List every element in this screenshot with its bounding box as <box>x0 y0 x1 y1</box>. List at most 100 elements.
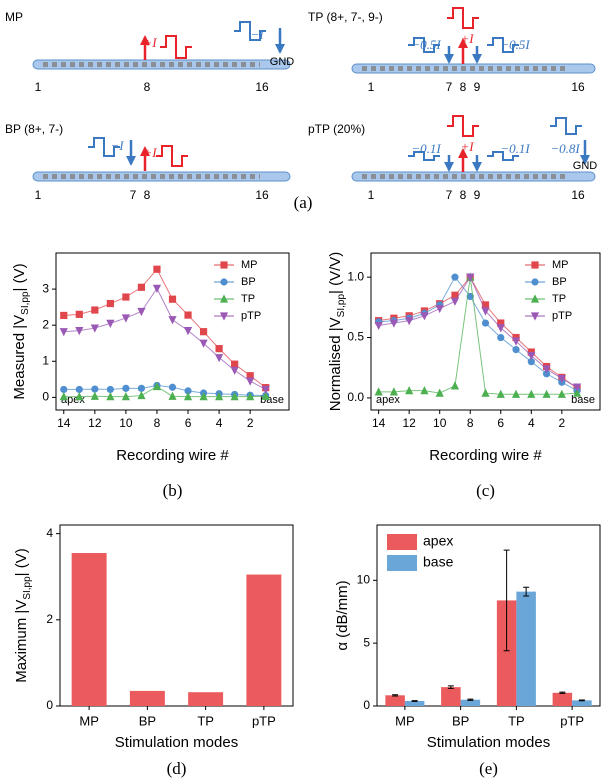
electrode-number: 16 <box>255 80 269 94</box>
marker <box>557 375 566 384</box>
marker <box>512 346 520 354</box>
marker <box>90 324 99 333</box>
marker <box>199 392 208 401</box>
ground-label: GND <box>573 160 598 172</box>
series-line <box>378 277 578 395</box>
x-tick-label: 6 <box>185 416 192 430</box>
y-axis-label-part: SI,pp <box>20 291 31 315</box>
marker <box>261 385 270 395</box>
marker <box>527 348 535 356</box>
annotation: apex <box>376 394 400 406</box>
marker <box>420 312 429 321</box>
current-label: +I <box>460 139 474 154</box>
marker <box>121 314 130 323</box>
bar <box>188 692 224 706</box>
current-waveform <box>408 151 440 161</box>
marker <box>60 311 68 320</box>
x-axis-label: Recording wire # <box>116 447 229 464</box>
marker <box>137 307 146 317</box>
marker <box>75 392 84 401</box>
y-axis-label-part: Maximum |V <box>13 600 30 683</box>
marker <box>481 319 490 327</box>
caption: (c) <box>476 481 495 500</box>
marker <box>106 392 115 401</box>
legend-label: base <box>423 554 454 570</box>
marker <box>466 273 475 282</box>
marker <box>246 377 255 386</box>
current-waveform <box>550 117 582 135</box>
electrode-number: 7 <box>130 188 137 202</box>
marker <box>466 292 474 301</box>
marker <box>374 321 383 331</box>
error-bar <box>503 549 510 652</box>
marker <box>75 385 83 394</box>
marker <box>374 387 383 396</box>
marker <box>199 328 208 336</box>
current-waveform <box>408 37 440 53</box>
marker <box>184 311 192 319</box>
bar <box>129 690 165 706</box>
marker <box>137 390 146 400</box>
marker <box>121 392 130 401</box>
marker <box>183 326 193 336</box>
bar <box>385 695 405 706</box>
y-tick-label: 1 <box>42 353 49 367</box>
panel-title: TP (8+, 7-, 9-) <box>308 10 383 24</box>
y-axis-label-part: SI,pp <box>22 576 33 600</box>
legend-label: apex <box>423 533 453 549</box>
marker <box>231 360 239 368</box>
marker <box>168 391 177 400</box>
electrode-number: 9 <box>474 80 481 94</box>
marker <box>137 283 146 291</box>
y-tick-label: 3 <box>42 281 49 295</box>
x-axis-label: Stimulation modes <box>427 734 550 751</box>
x-tick-label: MP <box>395 713 415 728</box>
marker <box>246 392 255 401</box>
y-axis-label: Normalised |VSI,pp| (V/V) <box>327 252 347 412</box>
panel-title: pTP (20%) <box>308 122 365 136</box>
bar <box>460 699 481 706</box>
marker <box>106 319 115 328</box>
current-label: −0.8I <box>550 141 580 156</box>
x-tick-label: 14 <box>57 416 71 430</box>
marker <box>122 293 130 301</box>
x-tick-label: 4 <box>528 416 535 430</box>
marker <box>527 352 536 361</box>
x-tick-label: pTP <box>252 713 276 728</box>
marker <box>261 391 270 400</box>
marker <box>220 261 228 269</box>
y-tick-label: 2 <box>42 317 49 331</box>
y-axis-label: α (dB/mm) <box>334 580 351 650</box>
electrode-number: 8 <box>460 188 467 202</box>
ground-label: GND <box>270 56 295 68</box>
electrode-number: 8 <box>460 80 467 94</box>
current-waveform <box>447 7 479 29</box>
legend-label: TP <box>552 293 566 305</box>
marker <box>451 273 459 281</box>
legend-label: pTP <box>552 310 572 322</box>
x-tick-label: 12 <box>88 416 102 430</box>
marker <box>215 392 224 401</box>
marker <box>542 370 551 378</box>
marker <box>481 388 490 397</box>
marker <box>168 295 177 303</box>
current-label: −0.5I <box>411 37 441 52</box>
annotation: base <box>571 394 595 406</box>
current-waveform <box>487 37 519 53</box>
marker <box>219 312 229 321</box>
series-line <box>63 287 266 390</box>
error-bar <box>559 691 566 694</box>
x-axis-label: Stimulation modes <box>115 734 238 751</box>
marker <box>557 389 566 398</box>
x-tick-label: 10 <box>433 416 447 430</box>
legend-label: pTP <box>241 310 261 322</box>
marker <box>530 294 540 303</box>
current-waveform <box>447 115 479 137</box>
current-label: −I <box>110 138 124 153</box>
marker <box>542 365 551 374</box>
x-tick-label: 10 <box>119 416 133 430</box>
y-axis-label-part: | (V/V) <box>327 252 344 294</box>
electrode-number: 16 <box>571 188 585 202</box>
electrode-number: 8 <box>144 80 151 94</box>
